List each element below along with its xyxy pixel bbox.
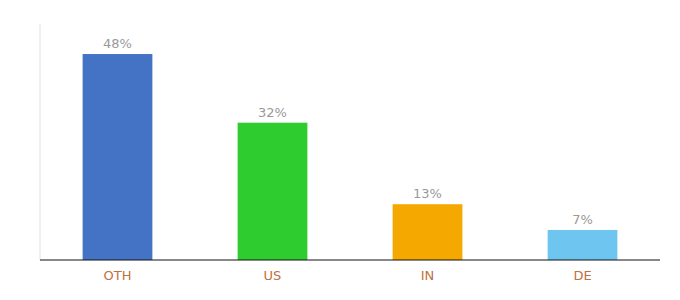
data-label: 48% xyxy=(103,36,132,51)
x-axis-line xyxy=(40,260,660,261)
bar xyxy=(393,204,463,260)
data-label: 13% xyxy=(413,186,442,201)
data-label: 32% xyxy=(258,105,287,120)
x-tick-label: US xyxy=(264,268,282,283)
chart-svg: OTH US IN DE 48% 32% 13% 7% xyxy=(0,0,680,300)
bar xyxy=(548,230,618,260)
x-tick-label: OTH xyxy=(104,268,132,283)
bar xyxy=(83,54,153,260)
bar xyxy=(238,123,308,260)
x-tick-label: IN xyxy=(421,268,435,283)
y-axis-line xyxy=(40,24,41,260)
bars xyxy=(83,54,618,260)
data-label: 7% xyxy=(572,212,593,227)
x-tick-label: DE xyxy=(573,268,591,283)
chart-container: OTH US IN DE 48% 32% 13% 7% xyxy=(0,0,680,300)
